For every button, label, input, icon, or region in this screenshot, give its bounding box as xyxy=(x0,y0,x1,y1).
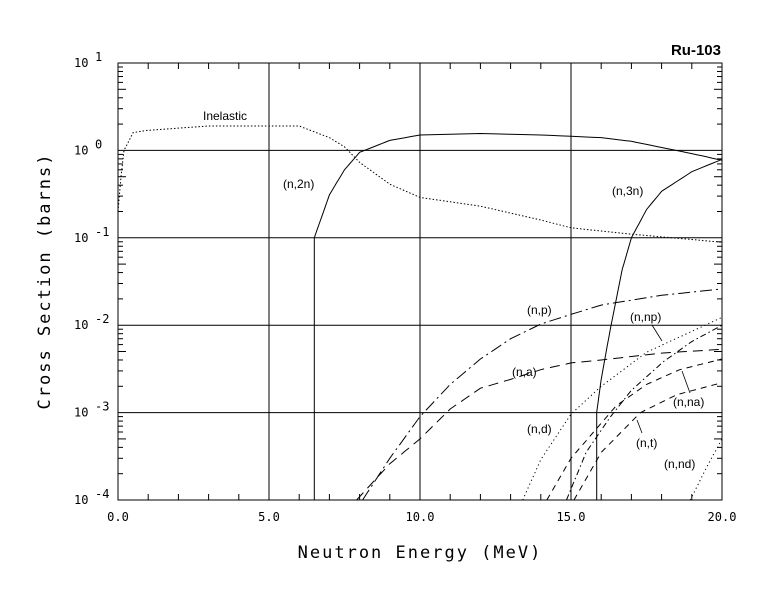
axis-ticks xyxy=(118,63,722,500)
y-tick-exponent: -2 xyxy=(95,312,109,326)
x-tick-label: 0.0 xyxy=(107,510,129,524)
label-n2n: (n,2n) xyxy=(283,177,314,191)
series-n-na-line xyxy=(546,358,723,501)
series-n-t-line xyxy=(573,382,723,501)
series-n-p-line xyxy=(362,288,723,501)
label-n3n: (n,3n) xyxy=(612,184,643,198)
label-nt: (n,t) xyxy=(636,436,657,450)
y-tick-exponent: -1 xyxy=(95,225,109,239)
y-tick-label: 10 xyxy=(74,143,88,157)
y-tick-exponent: 0 xyxy=(95,137,102,151)
label-na: (n,a) xyxy=(512,365,537,379)
y-tick-labels: 10 1 10 0 10 -1 10 -2 10 -3 10 -4 xyxy=(74,50,109,507)
label-nnp: (n,np) xyxy=(630,310,661,324)
grid xyxy=(118,63,722,500)
y-tick-exponent: -3 xyxy=(95,400,109,414)
chart-title: Ru-103 xyxy=(671,42,721,59)
leader-nt xyxy=(636,419,643,434)
y-tick-exponent: 1 xyxy=(95,50,102,64)
leader-nna xyxy=(681,370,691,394)
y-tick-exponent: -4 xyxy=(95,487,109,501)
x-axis-label: Neutron Energy (MeV) xyxy=(298,543,543,563)
label-nnd: (n,nd) xyxy=(664,457,695,471)
series-labels: Inelastic (n,2n) (n,3n) (n,p) (n,a) (n,d… xyxy=(203,109,704,471)
series-inelastic-line xyxy=(117,125,723,243)
series-n-2n-line xyxy=(313,132,723,500)
series-n-3n-line xyxy=(596,158,723,500)
y-tick-label: 10 xyxy=(74,406,88,420)
y-tick-label: 10 xyxy=(74,56,88,70)
x-tick-label: 15.0 xyxy=(557,510,586,524)
y-axis-label: Cross Section (barns) xyxy=(35,153,55,410)
label-nna: (n,na) xyxy=(673,395,704,409)
y-tick-label: 10 xyxy=(74,231,88,245)
plot-frame xyxy=(117,62,723,501)
series-curves xyxy=(117,125,723,501)
label-nd: (n,d) xyxy=(527,422,552,436)
y-tick-label: 10 xyxy=(74,318,88,332)
leader-nnp xyxy=(651,324,663,342)
label-np: (n,p) xyxy=(527,303,552,317)
label-inelastic: Inelastic xyxy=(203,109,247,123)
y-tick-label: 10 xyxy=(74,493,88,507)
x-tick-label: 5.0 xyxy=(258,510,280,524)
series-n-np-line xyxy=(566,324,723,501)
x-tick-labels: 0.0 5.0 10.0 15.0 20.0 xyxy=(107,510,736,524)
series-n-a-line xyxy=(356,348,723,501)
x-tick-label: 20.0 xyxy=(708,510,737,524)
x-tick-label: 10.0 xyxy=(406,510,435,524)
